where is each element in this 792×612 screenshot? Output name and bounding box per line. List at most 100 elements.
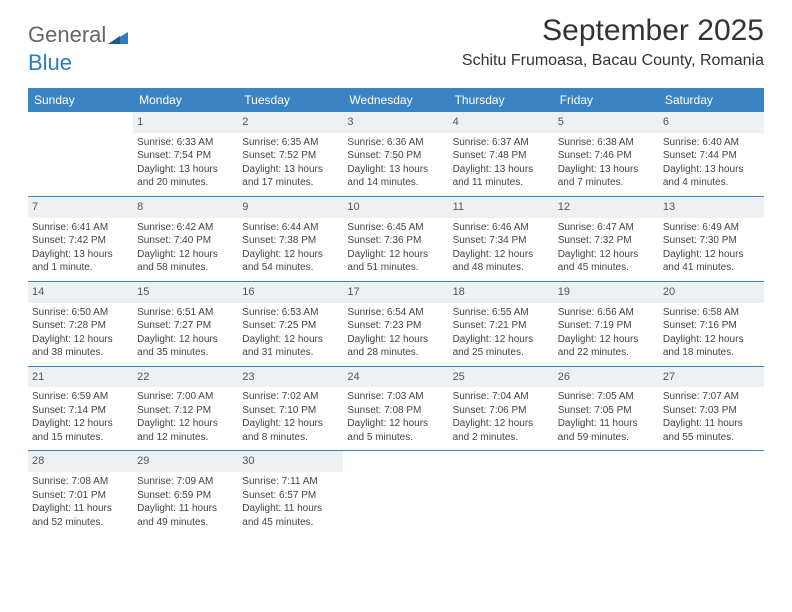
day-number: 9 [238, 197, 343, 218]
day-number: 16 [238, 282, 343, 303]
day-number: 19 [554, 282, 659, 303]
daylight-text: Daylight: 12 hours and 51 minutes. [347, 248, 444, 275]
day-number: 8 [133, 197, 238, 218]
sunset-text: Sunset: 6:57 PM [242, 489, 339, 503]
daylight-text: Daylight: 13 hours and 11 minutes. [453, 163, 550, 190]
daylight-text: Daylight: 12 hours and 48 minutes. [453, 248, 550, 275]
day-header: Sunday [28, 88, 133, 112]
day-header: Wednesday [343, 88, 448, 112]
day-number: 3 [343, 112, 448, 133]
sunset-text: Sunset: 7:14 PM [32, 404, 129, 418]
sunrise-text: Sunrise: 6:38 AM [558, 136, 655, 150]
day-number: 20 [659, 282, 764, 303]
day-cell: 23Sunrise: 7:02 AMSunset: 7:10 PMDayligh… [238, 367, 343, 451]
header: General Blue September 2025 Schitu Frumo… [0, 0, 792, 80]
sunrise-text: Sunrise: 6:51 AM [137, 306, 234, 320]
day-cell: 18Sunrise: 6:55 AMSunset: 7:21 PMDayligh… [449, 282, 554, 366]
sunset-text: Sunset: 7:10 PM [242, 404, 339, 418]
day-cell: 26Sunrise: 7:05 AMSunset: 7:05 PMDayligh… [554, 367, 659, 451]
sunset-text: Sunset: 7:52 PM [242, 149, 339, 163]
week-row: 28Sunrise: 7:08 AMSunset: 7:01 PMDayligh… [28, 451, 764, 535]
sunset-text: Sunset: 7:19 PM [558, 319, 655, 333]
day-number: 13 [659, 197, 764, 218]
day-header: Saturday [659, 88, 764, 112]
page-title: September 2025 [542, 14, 764, 48]
sunrise-text: Sunrise: 7:05 AM [558, 390, 655, 404]
day-number: 6 [659, 112, 764, 133]
daylight-text: Daylight: 11 hours and 49 minutes. [137, 502, 234, 529]
daylight-text: Daylight: 13 hours and 1 minute. [32, 248, 129, 275]
day-cell: 22Sunrise: 7:00 AMSunset: 7:12 PMDayligh… [133, 367, 238, 451]
sunset-text: Sunset: 7:23 PM [347, 319, 444, 333]
logo-text-1: General [28, 22, 106, 47]
daylight-text: Daylight: 12 hours and 41 minutes. [663, 248, 760, 275]
sunrise-text: Sunrise: 6:56 AM [558, 306, 655, 320]
day-cell [449, 451, 554, 535]
weeks-container: 1Sunrise: 6:33 AMSunset: 7:54 PMDaylight… [28, 112, 764, 535]
daylight-text: Daylight: 11 hours and 52 minutes. [32, 502, 129, 529]
daylight-text: Daylight: 12 hours and 45 minutes. [558, 248, 655, 275]
sunset-text: Sunset: 7:16 PM [663, 319, 760, 333]
daylight-text: Daylight: 12 hours and 2 minutes. [453, 417, 550, 444]
sunset-text: Sunset: 7:06 PM [453, 404, 550, 418]
day-number: 22 [133, 367, 238, 388]
sunset-text: Sunset: 7:32 PM [558, 234, 655, 248]
sunset-text: Sunset: 7:48 PM [453, 149, 550, 163]
sunrise-text: Sunrise: 6:41 AM [32, 221, 129, 235]
sunset-text: Sunset: 7:38 PM [242, 234, 339, 248]
sunrise-text: Sunrise: 7:09 AM [137, 475, 234, 489]
day-cell: 27Sunrise: 7:07 AMSunset: 7:03 PMDayligh… [659, 367, 764, 451]
day-number: 17 [343, 282, 448, 303]
sunset-text: Sunset: 7:08 PM [347, 404, 444, 418]
day-header: Tuesday [238, 88, 343, 112]
daylight-text: Daylight: 13 hours and 14 minutes. [347, 163, 444, 190]
sunrise-text: Sunrise: 6:37 AM [453, 136, 550, 150]
day-cell [28, 112, 133, 196]
sunset-text: Sunset: 7:27 PM [137, 319, 234, 333]
day-cell: 12Sunrise: 6:47 AMSunset: 7:32 PMDayligh… [554, 197, 659, 281]
sunrise-text: Sunrise: 6:42 AM [137, 221, 234, 235]
sunrise-text: Sunrise: 6:49 AM [663, 221, 760, 235]
logo-text-2: Blue [28, 50, 72, 75]
daylight-text: Daylight: 12 hours and 18 minutes. [663, 333, 760, 360]
daylight-text: Daylight: 12 hours and 15 minutes. [32, 417, 129, 444]
day-number: 4 [449, 112, 554, 133]
day-number: 18 [449, 282, 554, 303]
day-number: 14 [28, 282, 133, 303]
day-number: 28 [28, 451, 133, 472]
daylight-text: Daylight: 12 hours and 31 minutes. [242, 333, 339, 360]
sunrise-text: Sunrise: 6:33 AM [137, 136, 234, 150]
sunset-text: Sunset: 7:42 PM [32, 234, 129, 248]
sunrise-text: Sunrise: 6:45 AM [347, 221, 444, 235]
day-header: Friday [554, 88, 659, 112]
sunset-text: Sunset: 7:36 PM [347, 234, 444, 248]
sunrise-text: Sunrise: 6:50 AM [32, 306, 129, 320]
day-cell: 17Sunrise: 6:54 AMSunset: 7:23 PMDayligh… [343, 282, 448, 366]
week-row: 14Sunrise: 6:50 AMSunset: 7:28 PMDayligh… [28, 282, 764, 367]
day-number: 25 [449, 367, 554, 388]
sunrise-text: Sunrise: 6:35 AM [242, 136, 339, 150]
daylight-text: Daylight: 12 hours and 35 minutes. [137, 333, 234, 360]
day-cell [343, 451, 448, 535]
sunrise-text: Sunrise: 7:02 AM [242, 390, 339, 404]
sunrise-text: Sunrise: 7:08 AM [32, 475, 129, 489]
daylight-text: Daylight: 13 hours and 7 minutes. [558, 163, 655, 190]
sunset-text: Sunset: 7:03 PM [663, 404, 760, 418]
daylight-text: Daylight: 12 hours and 5 minutes. [347, 417, 444, 444]
sunset-text: Sunset: 7:30 PM [663, 234, 760, 248]
daylight-text: Daylight: 12 hours and 22 minutes. [558, 333, 655, 360]
day-cell [554, 451, 659, 535]
sunset-text: Sunset: 7:28 PM [32, 319, 129, 333]
sunset-text: Sunset: 7:01 PM [32, 489, 129, 503]
day-header-row: Sunday Monday Tuesday Wednesday Thursday… [28, 88, 764, 112]
day-number: 29 [133, 451, 238, 472]
sunset-text: Sunset: 7:44 PM [663, 149, 760, 163]
day-cell [659, 451, 764, 535]
daylight-text: Daylight: 12 hours and 25 minutes. [453, 333, 550, 360]
day-cell: 24Sunrise: 7:03 AMSunset: 7:08 PMDayligh… [343, 367, 448, 451]
daylight-text: Daylight: 12 hours and 38 minutes. [32, 333, 129, 360]
day-cell: 13 Sunrise: 6:49 AMSunset: 7:30 PMDayligh… [659, 197, 764, 281]
day-number: 5 [554, 112, 659, 133]
daylight-text: Daylight: 11 hours and 55 minutes. [663, 417, 760, 444]
day-cell: 9Sunrise: 6:44 AMSunset: 7:38 PMDaylight… [238, 197, 343, 281]
